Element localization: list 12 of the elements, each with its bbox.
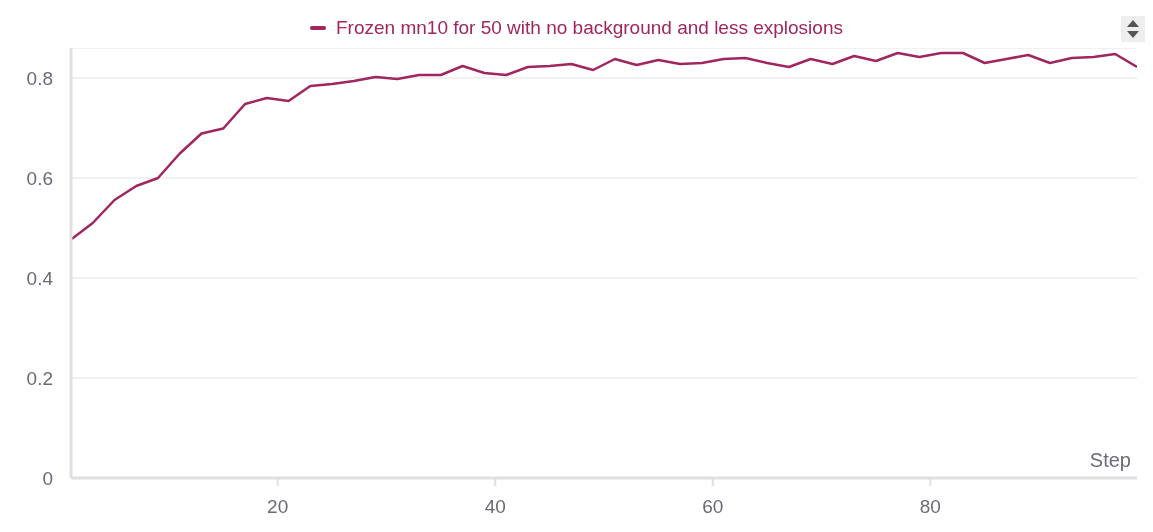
y-tick-label: 0 [42, 467, 53, 489]
line-series [71, 51, 1137, 241]
y-tick-label: 0.4 [26, 267, 54, 289]
legend-label: Frozen mn10 for 50 with no background and less explosions [335, 17, 843, 39]
x-tick-label: 20 [267, 496, 289, 518]
y-tick-label: 0.6 [26, 167, 53, 189]
x-tick-label: 80 [919, 496, 941, 518]
x-tick-label: 40 [484, 496, 506, 518]
y-tick-label: 0.8 [26, 67, 53, 89]
x-tick-label: 60 [702, 496, 724, 518]
x-axis-title: Step [1089, 449, 1131, 472]
y-tick-label: 0.2 [26, 367, 53, 389]
